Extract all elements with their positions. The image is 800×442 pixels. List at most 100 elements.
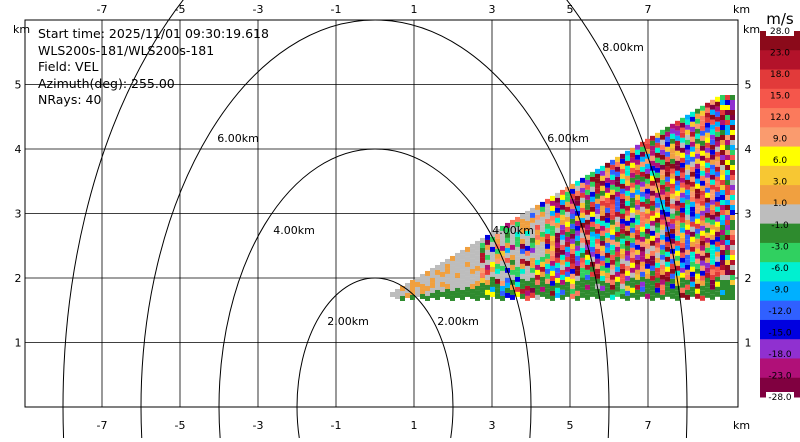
velocity-cell <box>605 172 610 178</box>
velocity-cell <box>730 240 735 245</box>
velocity-cell <box>510 289 515 295</box>
velocity-cell <box>610 279 615 285</box>
velocity-cell <box>680 217 685 223</box>
velocity-cell <box>625 210 630 216</box>
velocity-cell <box>485 269 490 275</box>
velocity-cell <box>690 211 695 217</box>
velocity-cell <box>630 152 635 158</box>
velocity-cell <box>695 208 700 214</box>
velocity-cell <box>535 264 540 270</box>
velocity-cell <box>495 238 500 244</box>
velocity-cell <box>585 204 590 210</box>
velocity-cell <box>670 258 675 264</box>
velocity-cell <box>670 293 675 299</box>
velocity-cell <box>675 230 680 236</box>
velocity-cell <box>530 227 535 233</box>
velocity-cell <box>610 234 615 240</box>
velocity-cell <box>715 271 720 277</box>
velocity-cell <box>605 187 610 193</box>
velocity-cell <box>525 230 530 236</box>
velocity-cell <box>620 203 625 209</box>
velocity-cell <box>555 277 560 283</box>
velocity-cell <box>480 282 485 288</box>
velocity-cell <box>715 226 720 232</box>
velocity-cell <box>680 122 685 128</box>
velocity-cell <box>710 154 715 160</box>
velocity-cell <box>635 284 640 290</box>
velocity-cell <box>690 251 695 257</box>
velocity-cell <box>550 195 555 201</box>
velocity-cell <box>680 257 685 263</box>
velocity-cell <box>595 208 600 214</box>
velocity-cell <box>700 160 705 166</box>
velocity-cell <box>470 283 475 289</box>
y-tick-label-right: 5 <box>745 79 752 92</box>
velocity-cell <box>640 146 645 152</box>
velocity-cell <box>640 246 645 252</box>
velocity-cell <box>555 192 560 198</box>
velocity-cell <box>610 254 615 260</box>
velocity-cell <box>650 225 655 231</box>
velocity-cell <box>655 182 660 188</box>
velocity-cell <box>715 161 720 167</box>
velocity-cell <box>620 273 625 279</box>
velocity-cell <box>515 241 520 247</box>
velocity-cell <box>685 169 690 175</box>
velocity-cell <box>615 166 620 172</box>
velocity-cell <box>530 247 535 253</box>
velocity-cell <box>525 290 530 296</box>
y-tick-label-right: 3 <box>745 208 752 221</box>
velocity-cell <box>505 277 510 283</box>
velocity-cell <box>680 197 685 203</box>
velocity-cell <box>675 215 680 221</box>
velocity-cell <box>625 165 630 171</box>
velocity-cell <box>615 201 620 207</box>
velocity-cell <box>655 207 660 213</box>
velocity-cell <box>715 136 720 142</box>
velocity-cell <box>730 165 735 170</box>
range-ring-upper <box>296 277 454 408</box>
velocity-cell <box>650 280 655 286</box>
velocity-cell <box>525 210 530 216</box>
x-tick-label-top: -1 <box>331 3 342 16</box>
velocity-cell <box>640 256 645 262</box>
velocity-cell <box>530 212 535 218</box>
velocity-cell <box>515 236 520 242</box>
velocity-cell <box>510 249 515 255</box>
colorbar: m/s28.023.018.015.012.09.06.03.01.0-1.0-… <box>760 10 800 403</box>
velocity-cell <box>535 269 540 275</box>
velocity-cell <box>555 272 560 278</box>
y-tick-label-left: 4 <box>15 143 22 156</box>
velocity-cell <box>705 112 710 118</box>
velocity-cell <box>695 273 700 279</box>
velocity-cell <box>640 281 645 287</box>
velocity-cell <box>560 209 565 215</box>
velocity-cell <box>555 237 560 243</box>
velocity-cell <box>645 278 650 284</box>
velocity-cell <box>470 243 475 249</box>
velocity-cell <box>725 180 730 185</box>
velocity-cell <box>495 248 500 254</box>
velocity-cell <box>680 162 685 168</box>
range-ring-label: 2.00km <box>437 315 479 328</box>
velocity-cell <box>560 274 565 280</box>
velocity-cell <box>705 122 710 128</box>
velocity-cell <box>685 214 690 220</box>
velocity-cell <box>590 201 595 207</box>
velocity-cell <box>630 252 635 258</box>
velocity-cell <box>485 279 490 285</box>
velocity-cell <box>730 215 735 220</box>
velocity-cell <box>710 214 715 220</box>
velocity-cell <box>640 241 645 247</box>
velocity-cell <box>470 263 475 269</box>
velocity-cell <box>705 237 710 243</box>
velocity-cell <box>465 261 470 267</box>
velocity-cell <box>600 215 605 221</box>
velocity-cell <box>690 271 695 277</box>
velocity-cell <box>725 210 730 215</box>
velocity-cell <box>450 285 455 291</box>
velocity-cell <box>605 267 610 273</box>
velocity-cell <box>515 221 520 227</box>
range-ring-lower-right <box>450 406 454 439</box>
velocity-cell <box>710 289 715 295</box>
